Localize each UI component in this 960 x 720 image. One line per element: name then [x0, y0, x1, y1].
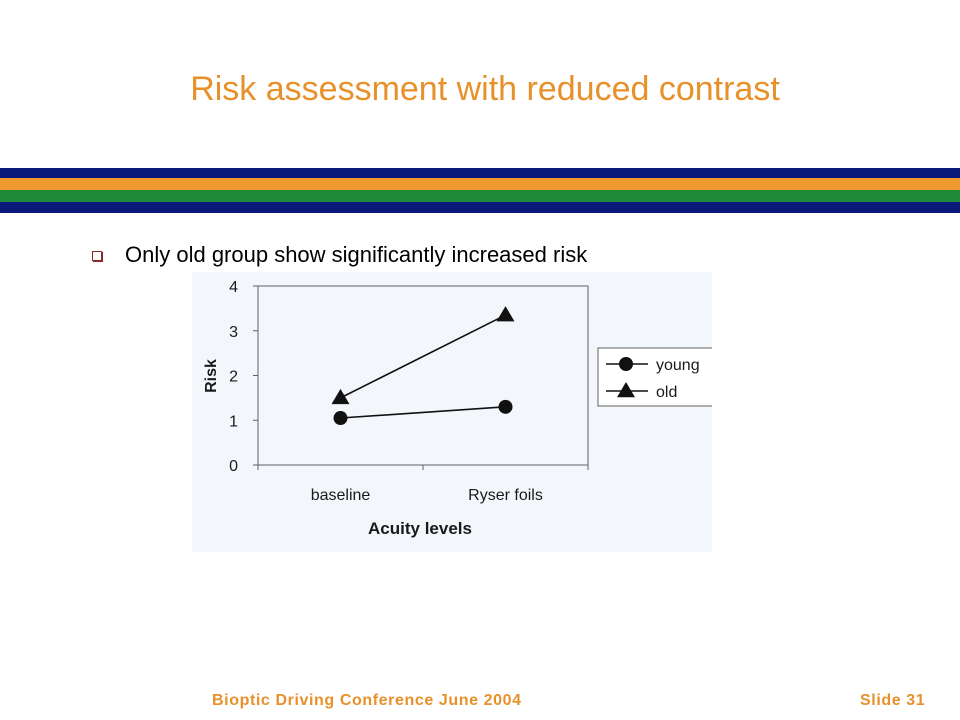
- x-axis-label: Acuity levels: [368, 519, 472, 538]
- y-tick-label: 2: [229, 369, 238, 386]
- legend-marker-old: [617, 382, 635, 398]
- footer-conference: Bioptic Driving Conference June 2004: [212, 692, 522, 709]
- line-chart: 0 1 2 3 4 baseline Ryser foils Risk Acuity le…: [192, 272, 729, 552]
- legend-marker-young: [619, 357, 633, 371]
- series-line-old: [340, 314, 506, 399]
- series-old: [331, 306, 515, 405]
- data-point-young: [498, 399, 513, 414]
- footer-slide-number: Slide 31: [860, 692, 926, 709]
- legend-label-old: old: [656, 384, 677, 401]
- y-tick-label: 3: [229, 324, 238, 341]
- data-point-old: [331, 388, 350, 405]
- legend-label-young: young: [656, 357, 700, 374]
- chart-background: [192, 272, 712, 552]
- y-tick-label: 4: [229, 279, 238, 296]
- series-line-young: [340, 406, 506, 419]
- y-tick-label: 1: [229, 413, 238, 430]
- square-bullet-icon: [92, 251, 102, 261]
- series-young: [333, 399, 513, 426]
- bullet-item: Only old group show significantly increa…: [92, 240, 587, 270]
- decorative-band-navy-top: [0, 168, 960, 178]
- decorative-band-orange: [0, 178, 960, 190]
- decorative-band-green: [0, 190, 960, 202]
- chart-image: 0 1 2 3 4 baseline Ryser foils Risk Acuity le…: [192, 272, 729, 552]
- x-tick-label: baseline: [311, 487, 371, 504]
- data-point-old: [496, 306, 515, 322]
- slide-title: Risk assessment with reduced contrast: [190, 70, 780, 108]
- y-axis-label: Risk: [203, 359, 220, 393]
- legend: young old: [597, 347, 729, 407]
- data-point-young: [333, 411, 348, 426]
- y-tick-label: 0: [229, 458, 238, 475]
- decorative-band-navy-bottom: [0, 202, 960, 213]
- bullet-text: Only old group show significantly increa…: [125, 242, 588, 267]
- x-tick-label: Ryser foils: [468, 487, 543, 504]
